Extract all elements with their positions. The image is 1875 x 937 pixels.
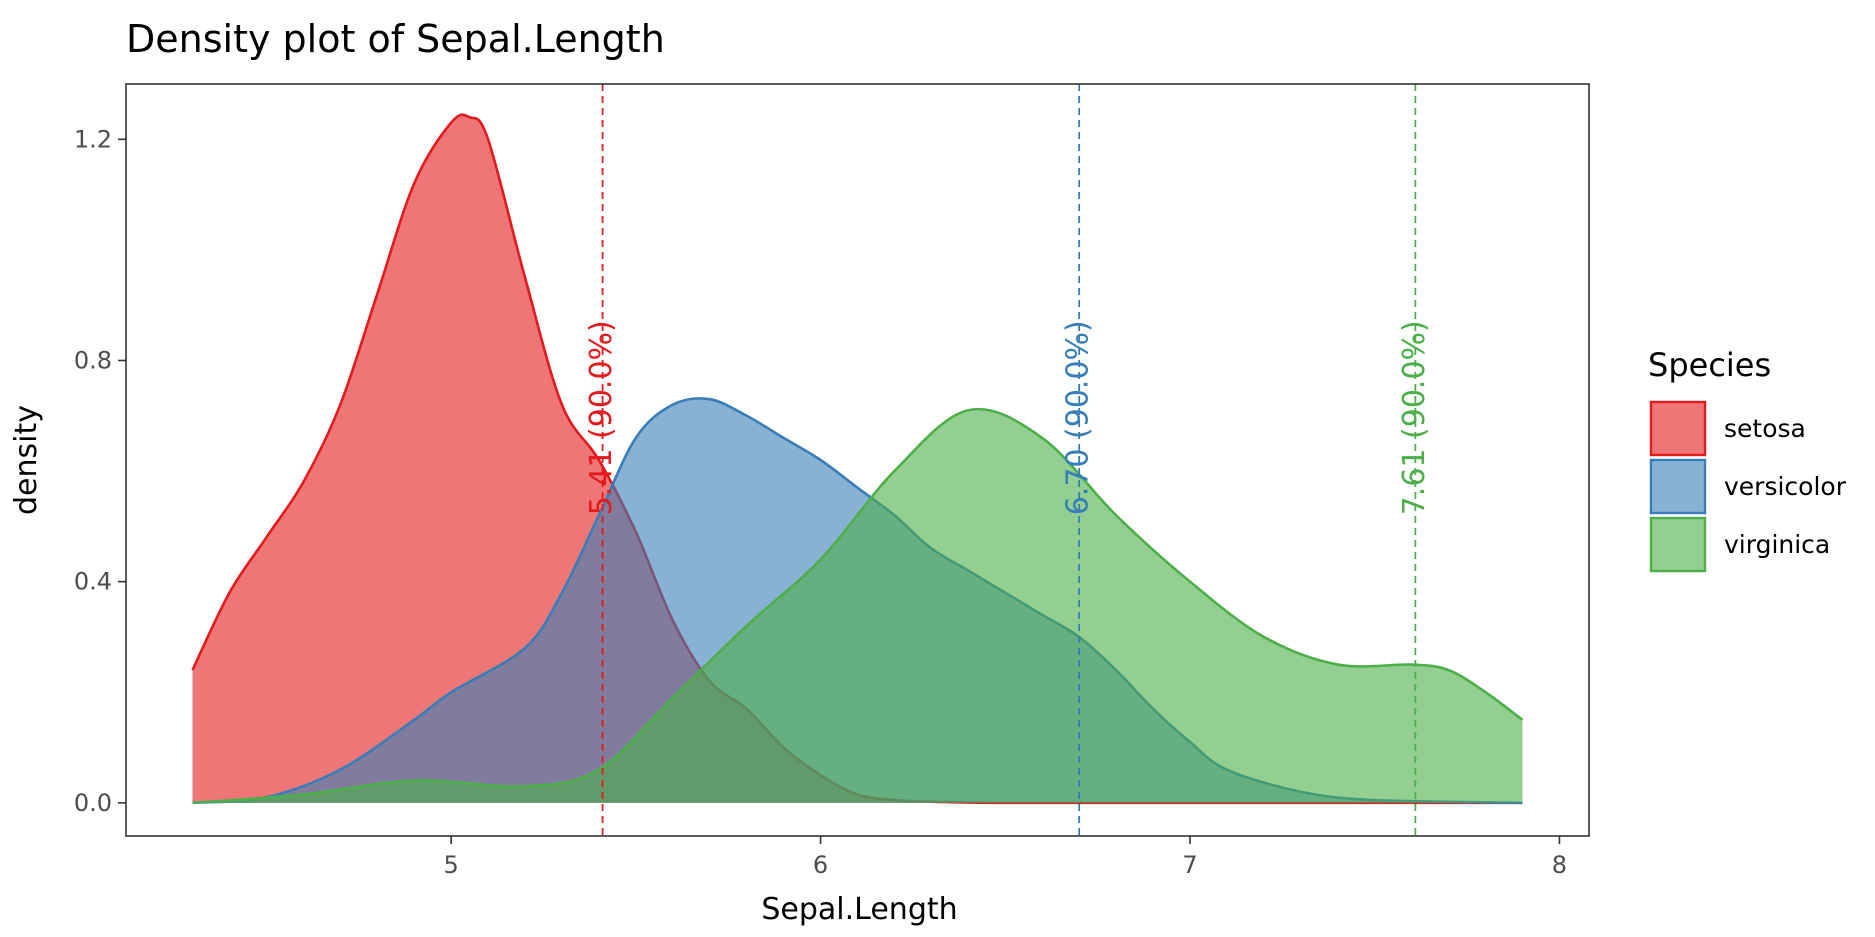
legend: Species setosa versicolor virginica	[1648, 346, 1847, 573]
legend-label-versicolor: versicolor	[1724, 472, 1847, 501]
legend-key-setosa	[1649, 400, 1707, 457]
y-axis-title: density	[9, 405, 44, 515]
axis-layer: 5 6 7 8 0.0 0.4 0.8 1.2	[74, 125, 1567, 879]
legend-label-setosa: setosa	[1724, 414, 1806, 443]
plot-panel-border	[125, 83, 1590, 837]
percentile-label-setosa: 5.41 (90.0%)	[584, 320, 619, 515]
x-axis-title: Sepal.Length	[761, 892, 957, 927]
percentile-label-versicolor: 6.70 (90.0%)	[1061, 320, 1096, 515]
annotation-layer: 5.41 (90.0%) 6.70 (90.0%) 7.61 (90.0%)	[584, 84, 1432, 836]
legend-key-versicolor	[1649, 458, 1707, 515]
x-tick-label: 7	[1182, 851, 1197, 879]
x-tick-label: 6	[813, 851, 828, 879]
x-tick-label: 8	[1552, 851, 1567, 879]
x-tick-label: 5	[443, 851, 458, 879]
density-area-virginica	[192, 409, 1523, 803]
y-tick-label: 0.4	[74, 568, 112, 596]
legend-key-virginica	[1649, 516, 1707, 573]
percentile-label-virginica: 7.61 (90.0%)	[1397, 320, 1432, 515]
legend-label-virginica: virginica	[1724, 530, 1830, 559]
y-tick-label: 0.0	[74, 789, 112, 817]
series-layer	[191, 113, 1524, 805]
legend-title: Species	[1648, 346, 1771, 384]
density-area-setosa	[192, 114, 1523, 803]
y-tick-label: 0.8	[74, 346, 112, 374]
chart-title: Density plot of Sepal.Length	[126, 17, 665, 61]
y-tick-label: 1.2	[74, 125, 112, 153]
density-line-virginica	[192, 407, 1524, 805]
